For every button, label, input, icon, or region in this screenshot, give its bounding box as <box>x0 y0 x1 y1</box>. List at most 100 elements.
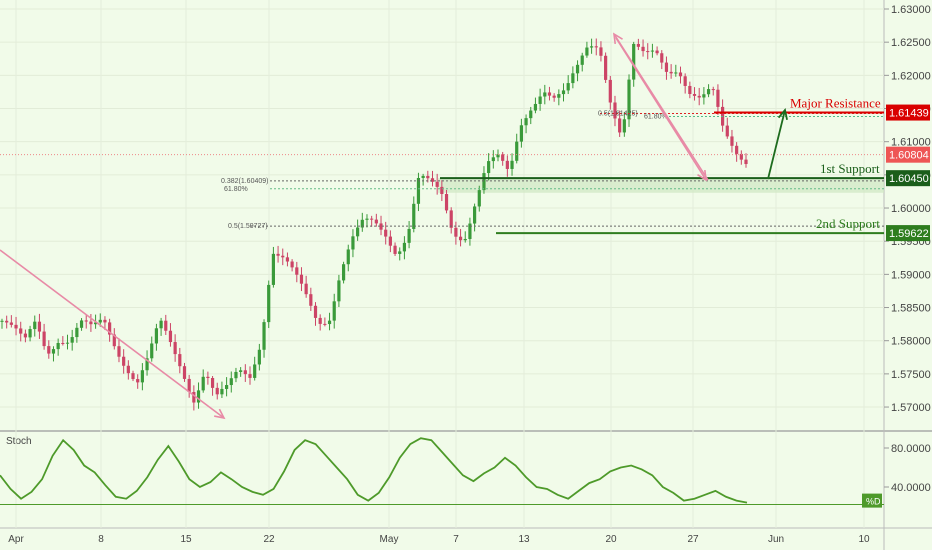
candle-body <box>346 249 350 265</box>
downtrend-arrow-head <box>214 408 226 420</box>
candle-body <box>561 90 566 95</box>
time-tick-label: 20 <box>605 534 617 545</box>
candle-body <box>332 301 336 321</box>
candle-body <box>482 173 486 191</box>
candle-body <box>538 96 542 104</box>
candle-body <box>725 125 729 137</box>
candle-body <box>150 343 154 359</box>
candle-body <box>416 177 421 204</box>
candle-body <box>84 320 88 322</box>
candle-body <box>299 274 304 284</box>
candle-body <box>716 89 720 107</box>
second-support-label: 2nd Support <box>816 216 880 231</box>
candle-body <box>28 329 32 338</box>
candle-body <box>14 324 18 329</box>
candle-body <box>487 161 491 174</box>
candle-body <box>229 378 233 386</box>
price-panel[interactable] <box>0 0 884 430</box>
candle-body <box>683 76 687 86</box>
candle-body <box>140 370 144 383</box>
candle-body <box>103 319 107 323</box>
candle-body <box>444 194 449 211</box>
candle-body <box>374 219 378 224</box>
candle-body <box>744 159 748 165</box>
candle-body <box>608 79 612 103</box>
second-support-tag: 1.59622 <box>889 228 929 240</box>
candle-body <box>323 323 327 325</box>
candle-body <box>571 73 575 84</box>
price-axis[interactable]: 1.630001.625001.620001.615001.610001.605… <box>884 4 931 494</box>
candle-body <box>688 85 692 95</box>
candle-body <box>327 320 332 325</box>
arrows-layer <box>0 32 788 420</box>
candle-body <box>473 206 477 224</box>
current-price-tag-bg <box>886 146 930 163</box>
candle-body <box>253 364 257 378</box>
candle-body <box>318 317 322 324</box>
candle-body <box>37 321 42 332</box>
pullback-arrow-head <box>697 169 707 182</box>
price-tick-label: 1.58000 <box>891 336 931 348</box>
stoch-panel[interactable] <box>0 432 884 528</box>
pct-d-tag-bg <box>862 493 882 508</box>
candle-body <box>33 321 37 330</box>
stoch-label: Stoch <box>6 436 32 447</box>
candle-body <box>154 328 159 344</box>
candle-body <box>692 94 697 96</box>
candle-body <box>173 342 177 355</box>
candle-body <box>304 283 308 295</box>
time-tick-label: 22 <box>263 534 275 545</box>
candle-body <box>178 354 182 367</box>
candle-body <box>650 50 655 52</box>
candle-body <box>351 236 355 250</box>
candle-body <box>108 322 112 335</box>
fib-level-label: 61.80% <box>644 113 668 120</box>
candle-body <box>56 342 60 350</box>
major-resistance-label: Major Resistance <box>790 96 881 111</box>
candle-body <box>505 160 509 169</box>
candle-body <box>79 320 84 328</box>
time-axis[interactable]: Apr 8 15 22 May 7 13 20 27 Jun 10 <box>8 534 870 545</box>
candle-body <box>706 89 711 95</box>
candle-body <box>285 257 290 262</box>
price-tick-label: 1.62000 <box>891 70 931 82</box>
price-tick-label: 1.62500 <box>891 37 931 49</box>
candle-body <box>281 255 285 258</box>
candle-body <box>622 119 626 133</box>
candle-body <box>641 46 645 52</box>
candle-body <box>196 390 201 403</box>
candle-body <box>440 186 444 195</box>
grid-layer <box>0 0 884 528</box>
price-tick-label: 1.57500 <box>891 369 931 381</box>
candle-body <box>65 342 70 344</box>
candle-body <box>426 175 430 179</box>
candle-body <box>393 245 397 254</box>
candle-body <box>533 103 538 111</box>
candle-body <box>435 181 439 187</box>
candle-body <box>594 46 598 48</box>
candle-body <box>398 251 402 254</box>
candle-body <box>168 330 173 343</box>
candle-body <box>496 154 500 158</box>
candle-body <box>589 46 594 48</box>
candle-body <box>669 71 673 74</box>
price-tags-layer: 1.61439 1.60804 1.60450 1.59622 %D <box>862 104 930 508</box>
candle-body <box>519 125 523 142</box>
candle-body <box>122 356 126 366</box>
first-support-label: 1st Support <box>820 161 880 176</box>
candle-body <box>468 223 472 239</box>
fib-level-label: 0.382(1.60409) <box>221 178 268 185</box>
stoch-tick-label: 40.0000 <box>891 482 931 494</box>
pullback-arrow-top-head <box>613 32 623 45</box>
time-tick-label: 13 <box>518 534 530 545</box>
candle-body <box>131 373 135 380</box>
candle-body <box>164 320 168 331</box>
time-tick-label: 10 <box>858 534 870 545</box>
candle-body <box>159 320 163 329</box>
stoch-d-line <box>0 437 748 504</box>
candle-body <box>271 253 275 285</box>
bounce-arrow-head <box>777 107 788 120</box>
candle-body <box>360 219 364 228</box>
